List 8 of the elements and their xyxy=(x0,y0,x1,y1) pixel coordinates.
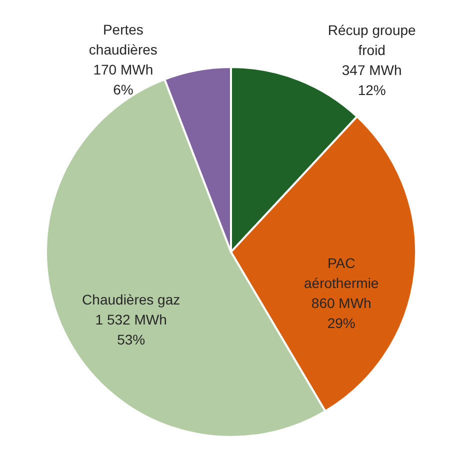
slice-label: Récup groupe froid xyxy=(328,22,416,58)
data-label: 347 MWh 12% xyxy=(342,62,402,98)
data-label: 170 MWh 6% xyxy=(93,61,154,98)
slice-label: Pertes chaudières xyxy=(88,21,158,58)
data-label: 860 MWh 29% xyxy=(311,294,372,331)
slice-label: Chaudières gaz xyxy=(82,291,180,308)
slice-label: PAC aérothermie xyxy=(304,254,379,291)
data-label: 1 532 MWh 53% xyxy=(95,311,167,348)
